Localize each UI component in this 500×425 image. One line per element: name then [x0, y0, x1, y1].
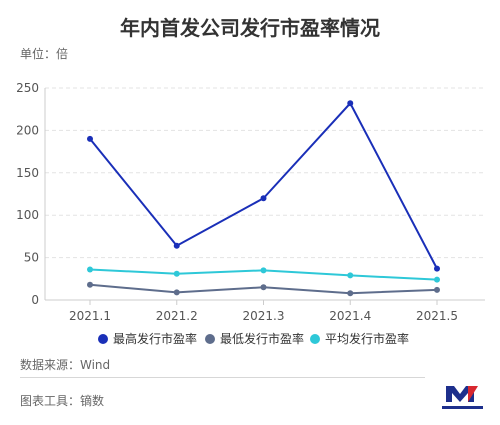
x-tick-label: 2021.2 [156, 309, 198, 323]
footer-divider [20, 377, 425, 378]
data-point [260, 267, 267, 274]
series-line [89, 101, 438, 270]
x-tick-label: 2021.5 [416, 309, 458, 323]
x-tick-label: 2021.3 [243, 309, 285, 323]
data-point [434, 265, 440, 272]
data-point [173, 289, 180, 296]
legend-label: 最高发行市盈率 [113, 331, 197, 346]
data-point [434, 276, 440, 283]
y-tick-label: 50 [24, 251, 39, 265]
data-source: 数据来源：Wind [20, 358, 111, 372]
data-point [347, 272, 354, 279]
series-1 [87, 100, 440, 272]
chart-tool-credit: 图表工具：镝数 [20, 394, 105, 408]
y-tick-label: 250 [16, 81, 39, 95]
y-tick-label: 150 [16, 166, 39, 180]
legend-marker [310, 334, 320, 344]
legend-label: 最低发行市盈率 [220, 331, 304, 346]
series-layer [87, 100, 440, 297]
data-point [434, 286, 440, 293]
legend-marker [205, 334, 215, 344]
data-point [173, 242, 180, 249]
y-tick-label: 0 [31, 293, 39, 307]
x-tick-label: 2021.4 [329, 309, 371, 323]
series-3 [87, 266, 440, 283]
series-2 [87, 281, 440, 297]
data-point [173, 270, 180, 277]
axis-layer: 0 50 100 150 200 250 2021.1 2021.2 2021.3 2021.4 2… [16, 81, 485, 323]
y-tick-label: 200 [16, 123, 39, 137]
data-point [260, 195, 267, 202]
legend-label: 平均发行市盈率 [325, 331, 409, 346]
y-tick-label: 100 [16, 208, 39, 222]
x-tick-label: 2021.1 [69, 309, 111, 323]
grid-layer [45, 87, 485, 259]
data-point [87, 135, 93, 142]
data-point [87, 281, 93, 288]
data-point [87, 266, 93, 273]
data-point [347, 290, 354, 297]
publisher-logo [442, 386, 483, 409]
unit-label: 单位：倍 [20, 47, 69, 61]
data-point [260, 284, 267, 291]
legend-marker [98, 334, 108, 344]
legend-layer: 最高发行市盈率 最低发行市盈率 平均发行市盈率 [98, 331, 409, 346]
chart-title: 年内首发公司发行市盈率情况 [120, 16, 380, 40]
data-point [347, 100, 354, 107]
